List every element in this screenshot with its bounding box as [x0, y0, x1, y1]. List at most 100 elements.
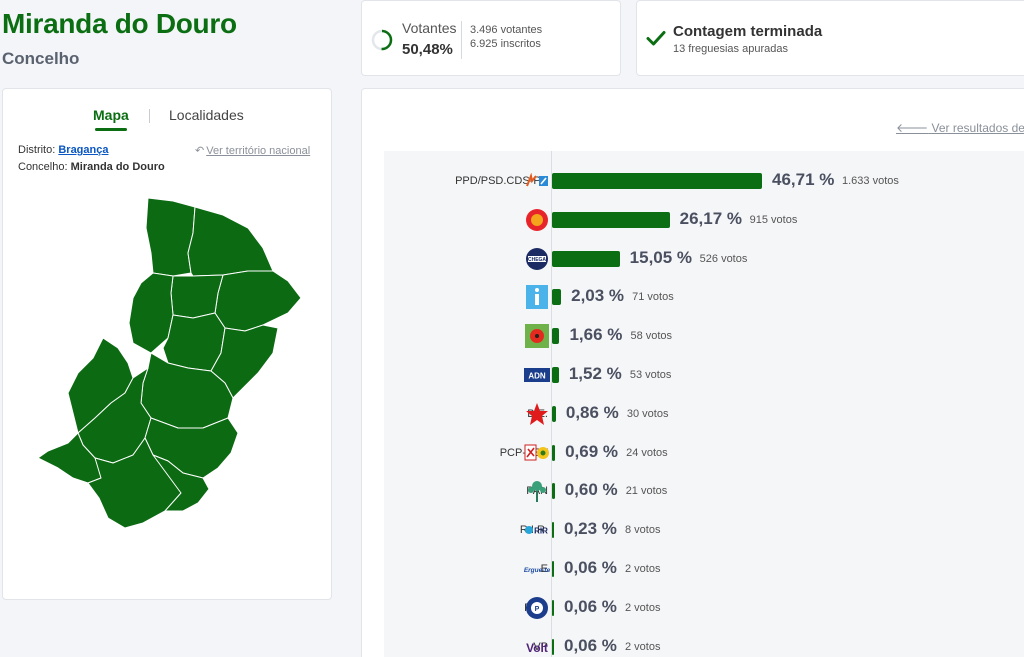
svg-text:RIR: RIR	[534, 527, 548, 536]
party-votes: 21 votos	[625, 485, 668, 498]
result-row[interactable]: E Ergue-te 0,06 % 2 votos	[384, 556, 1024, 584]
vote-bar	[552, 250, 620, 267]
previous-results-link[interactable]: 🡐 Ver resultados de 2024	[896, 120, 1024, 135]
vote-bar	[552, 483, 555, 500]
party-percent: 0,06 %	[564, 635, 617, 655]
turnout-registered: 6.925 inscritos	[470, 38, 541, 50]
vote-bar	[552, 561, 554, 577]
party-votes: 30 votos	[626, 407, 669, 420]
svg-text:Ergue-te: Ergue-te	[524, 567, 550, 574]
chega-logo: CHEGA	[524, 247, 550, 271]
ppm-logo: P	[524, 596, 550, 620]
livre-logo	[524, 324, 550, 349]
result-row[interactable]: L1,66 %58 votos	[384, 323, 1024, 351]
party-votes: 24 votos	[626, 446, 668, 459]
party-percent: 0,06 %	[564, 596, 617, 616]
chart-axis	[551, 151, 552, 657]
party-percent: 0,86 %	[565, 402, 619, 422]
turnout-percent: 50,48%	[402, 41, 453, 58]
arrow-left-icon: 🡐	[896, 121, 929, 135]
party-percent: 26,17 %	[679, 208, 743, 228]
county-value: Miranda do Douro	[70, 161, 165, 173]
volt-logo: Volt	[524, 635, 550, 657]
count-status: Contagem terminada	[673, 23, 823, 40]
party-percent: 1,66 %	[569, 325, 623, 345]
party-percent: 1,52 %	[568, 364, 622, 383]
vote-bar	[552, 367, 559, 383]
previous-results-label: Ver resultados de 2024	[931, 121, 1024, 135]
parish-center-north[interactable]	[170, 274, 224, 319]
svg-text:P: P	[535, 606, 540, 613]
district-breadcrumb: Distrito: Bragança	[18, 144, 108, 156]
vote-bar	[552, 444, 556, 461]
undo-icon: ↶	[195, 145, 205, 157]
adn-logo: ADN	[524, 363, 550, 387]
result-row[interactable]: CHCHEGA15,05 %526 votos	[384, 246, 1024, 274]
page-title: Miranda do Douro	[2, 8, 237, 39]
party-votes: 2 votos	[625, 563, 661, 575]
party-percent: 46,71 %	[772, 170, 835, 189]
party-votes: 915 votos	[749, 213, 798, 226]
party-votes: 1.633 votos	[842, 175, 899, 187]
result-row[interactable]: PS26,17 %915 votos	[384, 207, 1024, 235]
party-name: VP	[533, 640, 548, 653]
count-parishes: 13 freguesias apuradas	[673, 43, 788, 55]
parish-south-tip[interactable]	[152, 454, 210, 512]
be-logo	[524, 402, 550, 426]
result-row[interactable]: PCP-PEV 0,69 % 24 votos	[384, 440, 1024, 468]
svg-text:CHEGA: CHEGA	[528, 257, 546, 263]
result-row[interactable]: PPMP0,06 %2 votos	[384, 595, 1024, 623]
result-row[interactable]: R.I.R. RIR 0,23 % 8 votos	[384, 517, 1024, 545]
svg-text:ADN: ADN	[528, 372, 546, 381]
results-panel: 🡐 Ver resultados de 2024 PPD/PSD.CDS-PP 4…	[361, 88, 1024, 657]
page-subtitle: Concelho	[2, 49, 80, 68]
party-votes: 71 votos	[632, 291, 674, 304]
psd-cds-logo	[524, 169, 550, 193]
tab-separator	[149, 109, 150, 123]
result-row[interactable]: B.E.0,86 %30 votos	[384, 401, 1024, 429]
result-row[interactable]: VP Volt 0,06 % 2 votos	[384, 634, 1024, 657]
check-icon	[646, 31, 666, 46]
county-label: Concelho:	[18, 161, 68, 173]
party-votes: 8 votos	[625, 524, 661, 537]
tab-mapa[interactable]: Mapa	[93, 107, 129, 131]
party-percent: 0,06 %	[564, 558, 617, 577]
parish-north[interactable]	[145, 197, 196, 277]
result-row[interactable]: PAN0,60 %21 votos	[384, 478, 1024, 506]
party-votes: 2 votos	[625, 601, 661, 614]
result-row[interactable]: ADNADN1,52 %53 votos	[384, 362, 1024, 390]
count-card: Contagem terminada 13 freguesias apurada…	[636, 0, 1024, 76]
results-chart	[384, 151, 1024, 657]
rir-logo: RIR	[524, 518, 550, 542]
party-percent: 0,60 %	[564, 480, 618, 500]
turnout-divider	[461, 21, 462, 59]
turnout-card: Votantes 50,48% 3.496 votantes 6.925 ins…	[361, 0, 621, 76]
result-row[interactable]: PPD/PSD.CDS-PP 46,71 % 1.633 votos	[384, 168, 1024, 196]
district-link[interactable]: Bragança	[58, 144, 109, 156]
vote-bar	[552, 638, 554, 655]
party-percent: 0,23 %	[564, 519, 617, 539]
vote-bar	[552, 328, 560, 345]
parish-east[interactable]	[214, 270, 302, 332]
party-votes: 2 votos	[625, 640, 661, 653]
national-link-label: Ver território nacional	[206, 145, 311, 157]
turnout-ring-icon	[371, 29, 393, 51]
county-map[interactable]	[33, 193, 303, 543]
result-row[interactable]: IL2,03 %71 votos	[384, 284, 1024, 312]
vote-bar	[552, 522, 554, 539]
party-percent: 15,05 %	[629, 247, 693, 267]
ps-logo	[524, 208, 550, 232]
vote-bar	[552, 599, 554, 616]
parish-northeast[interactable]	[187, 206, 274, 277]
national-territory-link[interactable]: ↶ Ver território nacional	[195, 144, 310, 157]
turnout-label: Votantes	[402, 20, 457, 36]
vote-bar	[552, 405, 556, 422]
county-breadcrumb: Concelho: Miranda do Douro	[18, 161, 165, 173]
vote-bar	[552, 173, 762, 189]
vote-bar	[552, 211, 670, 228]
tab-localidades[interactable]: Localidades	[169, 107, 244, 123]
pcp-pev-logo	[524, 441, 550, 465]
party-votes: 58 votos	[630, 330, 673, 343]
party-name: PPD/PSD.CDS-PP	[455, 175, 548, 187]
parish-east-south[interactable]	[210, 324, 279, 399]
